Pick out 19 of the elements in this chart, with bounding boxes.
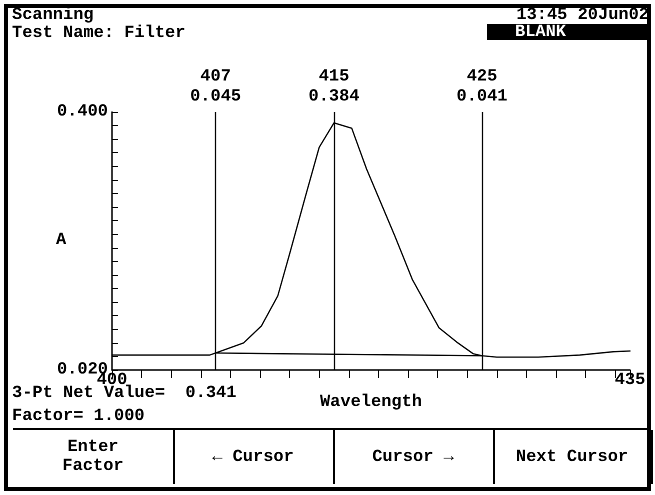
y-axis-title: A [56,231,66,250]
chart-title: Scanning [12,6,94,25]
x-tick-label: 435 [614,371,646,390]
text: ← Cursor [211,448,295,466]
text: Factor= 1.000 [12,407,145,426]
text: 0.041 [456,88,508,106]
x-axis-title: Wavelength [320,392,422,412]
ref-line-label: 425 [466,68,498,86]
ref-line-label: 407 [200,68,231,86]
text: Next Cursor [514,448,630,466]
text: 0.045 [190,88,242,106]
text: 0.384 [308,88,360,106]
text: BLANK [487,23,647,42]
text: 13:45 20Jun02 [516,6,649,25]
chart-subtitle: Test Name: Filter [12,24,186,43]
text: Cursor → [371,448,455,466]
text: Enter Factor [61,438,125,476]
ref-line-label: 415 [318,68,350,86]
y-tick-label: 0.400 [56,102,108,122]
